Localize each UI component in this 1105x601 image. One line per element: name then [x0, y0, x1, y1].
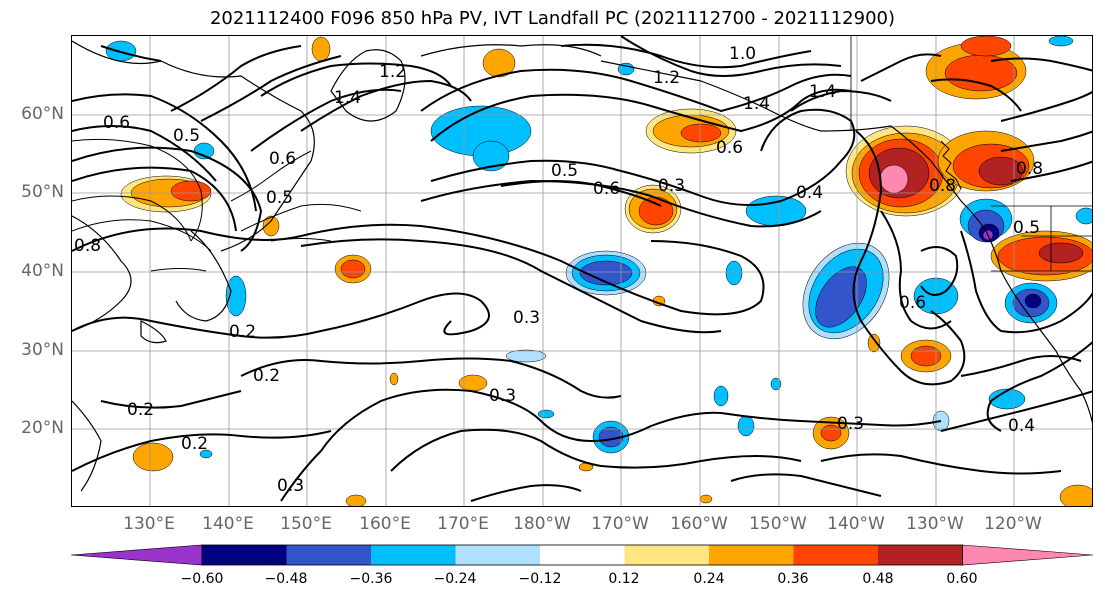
- lon-label-150e: 150°E: [280, 514, 332, 534]
- negative-anomaly-central-pac: [802, 242, 890, 340]
- colorbar-tick-label: 0.12: [608, 571, 640, 587]
- colorbar-segment: [624, 545, 709, 565]
- colorbar-tick-label: −0.48: [264, 571, 308, 587]
- lon-label-170w: 170°W: [591, 514, 649, 534]
- colorbar-segment: [962, 544, 1094, 566]
- colorbar-outline: [201, 544, 963, 566]
- colorbar-tick-label: −0.24: [433, 571, 477, 587]
- positive-anomaly-midpac: [624, 184, 682, 234]
- colorbar-tick-label: 0.36: [777, 571, 809, 587]
- lon-label-130w: 130°W: [906, 514, 964, 534]
- colorbar-tick-label: −0.12: [518, 571, 562, 587]
- colorbar-segment: [540, 545, 625, 565]
- negative-anomaly-pnw: [959, 198, 1013, 243]
- lon-label-140e: 140°E: [202, 514, 254, 534]
- contour-label: 0.6: [269, 149, 296, 169]
- contour-label: 1.2: [653, 68, 680, 88]
- lat-label-50n: 50°N: [21, 182, 64, 202]
- colorbar-segment: [793, 545, 878, 565]
- contour-label: 0.8: [929, 176, 956, 196]
- positive-anomaly-bc-coast: [937, 130, 1035, 192]
- contour-label: 0.4: [1008, 416, 1035, 436]
- lon-label-170e: 170°E: [437, 514, 489, 534]
- lon-label-120w: 120°W: [984, 514, 1042, 534]
- positive-anomaly-japan: [120, 175, 212, 213]
- contour-label: 0.6: [899, 293, 926, 313]
- contour-label: 1.4: [809, 82, 836, 102]
- lat-label-30n: 30°N: [21, 340, 64, 360]
- contour-label: 0.5: [266, 188, 293, 208]
- pv-contours-thin: [72, 138, 362, 272]
- contour-label: 0.5: [551, 161, 578, 181]
- lat-label-60n: 60°N: [21, 104, 64, 124]
- contour-label: 0.3: [837, 414, 864, 434]
- contour-label: 1.2: [379, 62, 406, 82]
- contour-label: 0.5: [1013, 218, 1040, 238]
- contour-label: 0.6: [716, 138, 743, 158]
- borders: [850, 36, 1092, 272]
- lon-label-150w: 150°W: [749, 514, 807, 534]
- colorbar-segment: [202, 545, 287, 565]
- map-canvas: 1.2 1.2 1.4 1.0 1.4 1.4 0.6 0.5 0.6 0.5 …: [72, 36, 1092, 506]
- colorbar-tick-label: −0.60: [180, 571, 224, 587]
- contour-label: 1.4: [743, 94, 770, 114]
- contour-labels: 1.2 1.2 1.4 1.0 1.4 1.4 0.6 0.5 0.6 0.5 …: [74, 44, 1043, 496]
- pv-contours: [72, 36, 1092, 502]
- contour-label: 0.2: [229, 322, 256, 342]
- negative-anomaly-midpac: [565, 250, 647, 296]
- lat-label-40n: 40°N: [21, 261, 64, 281]
- lon-label-160e: 160°E: [359, 514, 411, 534]
- negative-anomaly-small: [105, 36, 1092, 459]
- contour-label: 0.8: [1016, 159, 1043, 179]
- negative-anomaly-kamchatka: [430, 105, 532, 172]
- positive-anomaly-yukon: [925, 42, 1027, 100]
- contour-label: 0.2: [181, 434, 208, 454]
- contour-label: 1.0: [729, 44, 756, 64]
- gridlines: [72, 36, 1092, 506]
- contour-label: 0.2: [127, 400, 154, 420]
- positive-anomaly-westcoast: [990, 230, 1092, 282]
- lon-label-160w: 160°W: [670, 514, 728, 534]
- colorbar-segment: [455, 545, 540, 565]
- negative-anomaly-california: [1004, 282, 1058, 324]
- colorbar-tick-label: −0.36: [349, 571, 393, 587]
- lon-label-130e: 130°E: [123, 514, 175, 534]
- contour-label: 0.6: [103, 113, 130, 133]
- map-title: 2021112400 F096 850 hPa PV, IVT Landfall…: [209, 8, 896, 29]
- colorbar-segment: [70, 544, 203, 566]
- colorbar-segment: [286, 545, 371, 565]
- colorbar-tick-label: 0.24: [693, 571, 725, 587]
- lat-label-20n: 20°N: [21, 418, 64, 438]
- contour-label: 0.3: [489, 386, 516, 406]
- colorbar-tick-label: 0.48: [862, 571, 894, 587]
- contour-label: 0.2: [253, 366, 280, 386]
- colorbar-segment: [371, 545, 456, 565]
- contour-label: 0.3: [277, 476, 304, 496]
- colorbar-tick-label: 0.60: [946, 571, 978, 587]
- colorbar-segment: [709, 545, 794, 565]
- lon-label-180w: 180°W: [513, 514, 571, 534]
- lon-label-140w: 140°W: [827, 514, 885, 534]
- contour-label: 0.8: [74, 236, 101, 256]
- contour-label: 0.6: [593, 179, 620, 199]
- map-panel: 1.2 1.2 1.4 1.0 1.4 1.4 0.6 0.5 0.6 0.5 …: [71, 35, 1093, 507]
- contour-label: 0.3: [658, 176, 685, 196]
- contour-label: 1.4: [334, 88, 361, 108]
- colorbar-segment: [878, 545, 963, 565]
- contour-label: 0.5: [173, 126, 200, 146]
- colorbar: [70, 544, 1094, 566]
- positive-anomaly-small: [132, 36, 1092, 506]
- contour-label: 0.3: [513, 308, 540, 328]
- contour-label: 0.4: [796, 183, 823, 203]
